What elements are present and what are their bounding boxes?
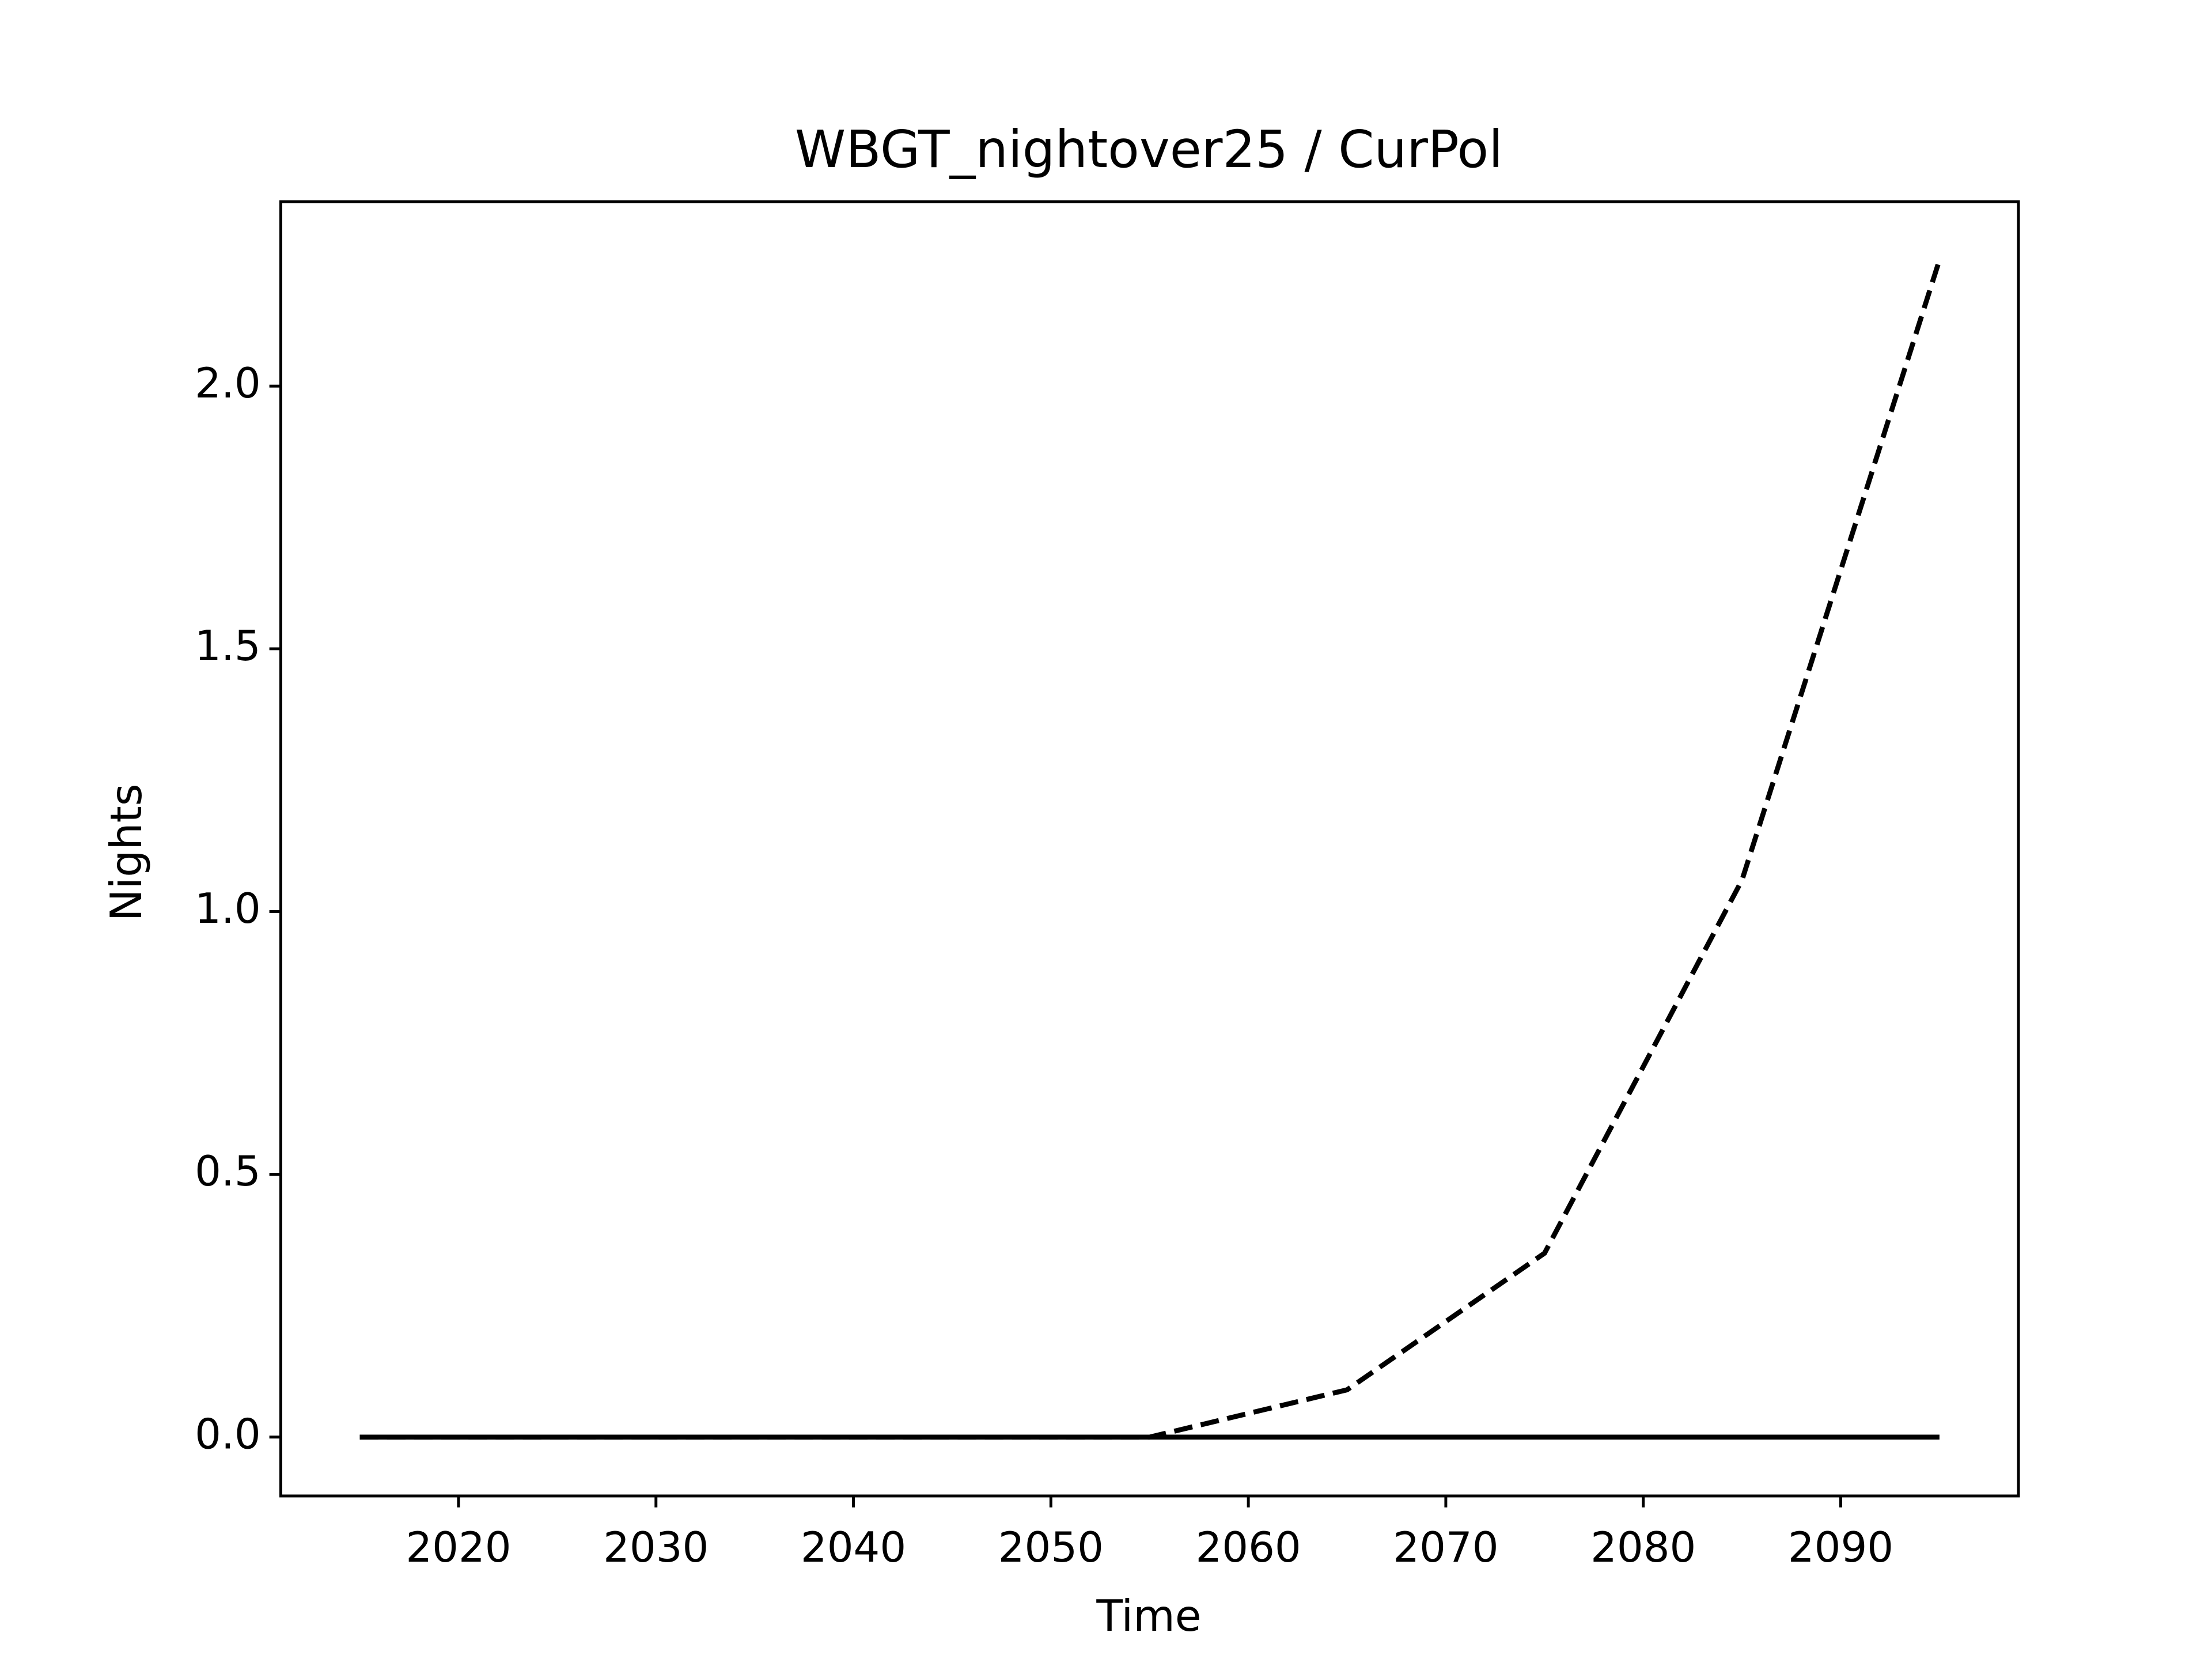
- y-tick-label: 2.0: [195, 359, 261, 407]
- x-tick-label: 2060: [1196, 1523, 1301, 1571]
- y-tick-label: 1.0: [195, 884, 261, 933]
- chart-title: WBGT_nightover25 / CurPol: [795, 120, 1503, 180]
- y-tick-label: 0.5: [195, 1147, 261, 1195]
- x-tick-label: 2030: [603, 1523, 709, 1571]
- y-tick-label: 1.5: [195, 622, 261, 670]
- y-axis-label: Nights: [101, 783, 151, 921]
- plot-frame: [279, 200, 2020, 1498]
- y-tick-label: 0.0: [195, 1410, 261, 1458]
- x-tick-label: 2090: [1788, 1523, 1893, 1571]
- x-tick-label: 2040: [801, 1523, 906, 1571]
- x-tick-label: 2050: [998, 1523, 1104, 1571]
- x-tick-label: 2080: [1590, 1523, 1696, 1571]
- x-tick-label: 2020: [406, 1523, 511, 1571]
- x-tick-label: 2070: [1393, 1523, 1498, 1571]
- series-line: [359, 259, 1942, 1440]
- x-axis-label: Time: [1096, 1591, 1201, 1641]
